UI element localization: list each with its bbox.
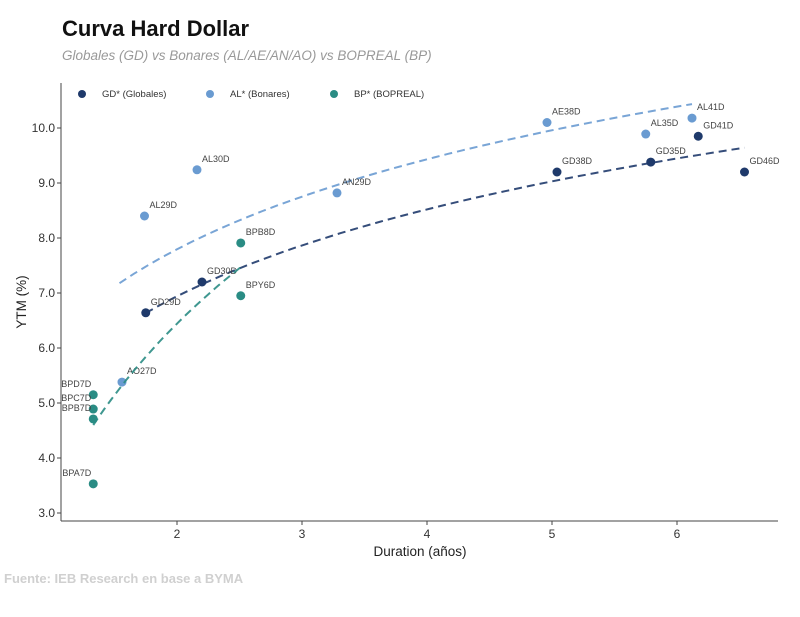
- legend-label: BP* (BOPREAL): [354, 89, 424, 100]
- data-point: [236, 291, 246, 301]
- data-point: [117, 377, 127, 387]
- source-note: Fuente: IEB Research en base a BYMA: [4, 571, 244, 586]
- legend-label: GD* (Globales): [102, 89, 166, 100]
- y-axis-label: YTM (%): [14, 275, 29, 328]
- x-axis-label: Duration (años): [373, 544, 466, 559]
- data-point: [641, 129, 651, 139]
- point-label: BPB8D: [246, 227, 276, 237]
- chart-title: Curva Hard Dollar: [62, 16, 250, 41]
- point-label: GD41D: [703, 120, 734, 130]
- point-label: BPC7D: [61, 393, 92, 403]
- y-tick-label: 10.0: [32, 121, 56, 135]
- point-label: AL35D: [651, 118, 679, 128]
- data-point: [693, 131, 703, 141]
- data-point: [192, 165, 202, 175]
- data-point: [140, 211, 149, 221]
- point-label: AO27D: [127, 366, 157, 376]
- point-label: BPB7D: [62, 403, 92, 413]
- x-tick-label: 5: [549, 527, 556, 541]
- data-point: [88, 479, 98, 489]
- point-label: AN29D: [342, 177, 372, 187]
- trend-line: [92, 266, 242, 426]
- x-tick-label: 4: [424, 527, 431, 541]
- data-point: [687, 113, 697, 123]
- data-point: [552, 167, 562, 177]
- point-label: GD46D: [750, 156, 781, 166]
- legend-marker: [206, 90, 214, 98]
- point-label: AL41D: [697, 102, 725, 112]
- data-point: [236, 238, 246, 248]
- y-tick-label: 8.0: [38, 231, 55, 245]
- y-tick-label: 4.0: [38, 451, 55, 465]
- y-tick-label: 5.0: [38, 396, 55, 410]
- data-point: [88, 414, 98, 424]
- x-tick-label: 3: [299, 527, 306, 541]
- point-label: GD29D: [151, 297, 182, 307]
- point-label: GD38D: [562, 156, 593, 166]
- y-tick-label: 6.0: [38, 341, 55, 355]
- point-label: AL30D: [202, 154, 230, 164]
- data-point: [141, 308, 151, 318]
- point-label: AL29D: [150, 200, 178, 210]
- data-point: [88, 390, 98, 400]
- legend-marker: [78, 90, 86, 98]
- point-label: GD35D: [656, 146, 687, 156]
- point-label: GD30D: [207, 266, 238, 276]
- data-point: [88, 404, 98, 414]
- legend-label: AL* (Bonares): [230, 89, 290, 100]
- point-label: AE38D: [552, 107, 581, 117]
- x-tick-label: 6: [674, 527, 681, 541]
- data-point: [332, 188, 342, 198]
- x-tick-label: 2: [174, 527, 181, 541]
- legend-marker: [330, 90, 338, 98]
- data-point: [646, 157, 656, 167]
- point-label: BPY6D: [246, 280, 276, 290]
- point-label: BPD7D: [61, 379, 92, 389]
- data-point: [542, 118, 552, 127]
- y-tick-label: 3.0: [38, 506, 55, 520]
- y-tick-label: 7.0: [38, 286, 55, 300]
- data-point: [197, 277, 207, 287]
- trend-line: [145, 146, 745, 314]
- chart-subtitle: Globales (GD) vs Bonares (AL/AE/AN/AO) v…: [62, 48, 432, 63]
- trend-line: [118, 103, 693, 285]
- y-tick-label: 9.0: [38, 176, 55, 190]
- point-label: BPA7D: [62, 468, 91, 478]
- data-point: [740, 167, 749, 177]
